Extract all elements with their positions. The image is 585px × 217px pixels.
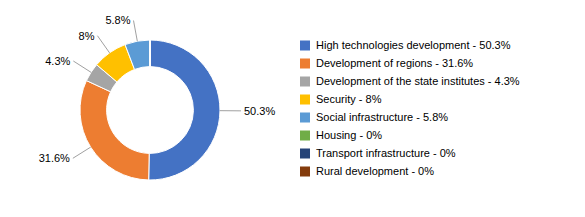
chart: 50.3% 31.6% 4.3% 8% 5.8% High technologies de… [0, 0, 585, 217]
leader-line [220, 110, 241, 111]
slice [125, 40, 150, 69]
leader-line [73, 61, 91, 72]
slice [149, 40, 150, 67]
legend-label: Rural development - 0% [316, 165, 434, 177]
legend-label: High technologies development - 50.3% [316, 39, 511, 51]
legend-swatch [300, 77, 310, 87]
legend-label: Transport infrastructure - 0% [316, 147, 456, 159]
legend-swatch [300, 113, 310, 123]
legend-swatch [300, 95, 310, 105]
legend-swatch [300, 167, 310, 177]
legend-swatch [300, 41, 310, 51]
data-label: 5.8% [105, 14, 130, 26]
donut [80, 40, 220, 180]
data-label: 4.3% [45, 55, 70, 67]
legend-item: Transport infrastructure - 0% [300, 147, 456, 159]
legend: High technologies development - 50.3% Dev… [300, 39, 520, 177]
legend-item: Development of the state institutes - 4.… [300, 75, 520, 87]
slice [80, 81, 149, 180]
legend-label: Development of the state institutes - 4.… [316, 75, 520, 87]
legend-item: Housing - 0% [300, 129, 382, 141]
legend-item: Development of regions - 31.6% [300, 57, 473, 69]
legend-item: Security - 8% [300, 93, 382, 105]
slice [149, 40, 220, 180]
leader-line [73, 147, 91, 158]
data-label: 31.6% [39, 152, 70, 164]
legend-swatch [300, 131, 310, 141]
legend-swatch [300, 59, 310, 69]
leader-line [134, 21, 138, 42]
leader-line [97, 36, 109, 53]
legend-label: Social infrastructure - 5.8% [316, 111, 448, 123]
legend-label: Security - 8% [316, 93, 382, 105]
legend-item: High technologies development - 50.3% [300, 39, 511, 51]
slice [150, 40, 151, 67]
legend-label: Housing - 0% [316, 129, 382, 141]
data-labels: 50.3% 31.6% 4.3% 8% 5.8% [39, 14, 276, 164]
data-label: 8% [79, 30, 95, 42]
legend-item: Social infrastructure - 5.8% [300, 111, 448, 123]
legend-item: Rural development - 0% [300, 165, 434, 177]
data-label: 50.3% [244, 105, 275, 117]
legend-swatch [300, 149, 310, 159]
legend-label: Development of regions - 31.6% [316, 57, 473, 69]
slice [149, 40, 150, 67]
